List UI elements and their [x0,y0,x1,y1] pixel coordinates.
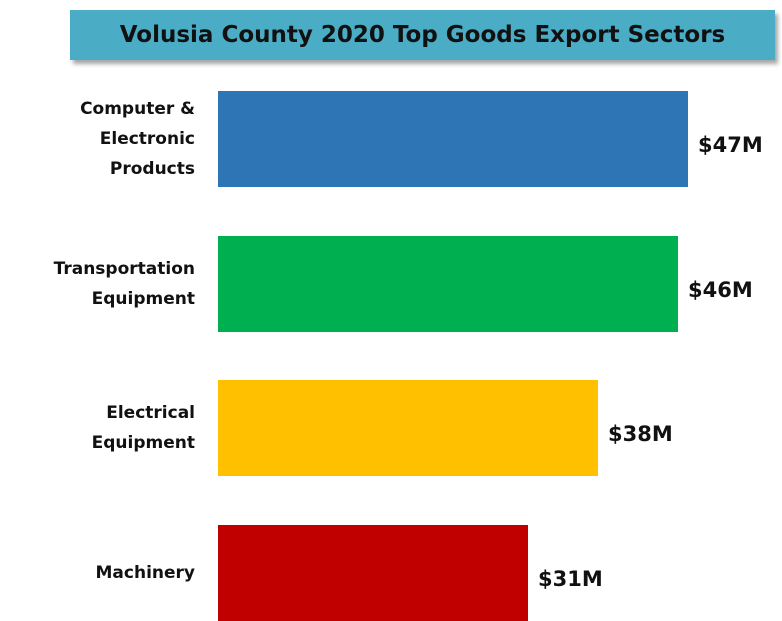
value-label: $47M [698,133,763,157]
bar [218,91,688,187]
category-label: Electrical Equipment [91,403,195,453]
category-label: Transportation Equipment [53,258,195,309]
value-label: $46M [688,277,753,302]
category-label: Computer & Electronic Products [80,99,195,179]
value-label: $31M [538,566,603,591]
chart-title: Volusia County 2020 Top Goods Export Sec… [70,10,775,60]
bar [218,380,598,476]
value-label: $38M [608,422,673,446]
category-label: Machinery [95,562,196,583]
bar [218,524,528,621]
bar [218,235,678,332]
